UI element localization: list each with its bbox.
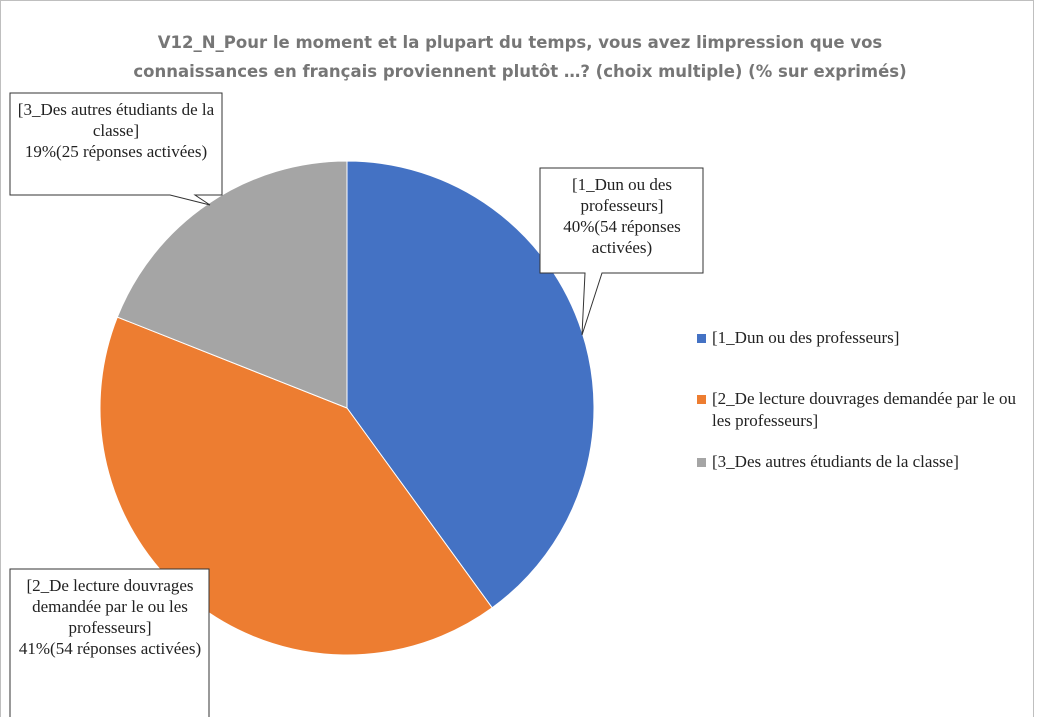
callout: [9, 568, 210, 717]
legend-swatch: [697, 395, 706, 404]
legend-label: [1_Dun ou des professeurs]: [712, 328, 900, 347]
data-label: [3_Des autres étudiants de la classe] 19…: [16, 99, 216, 162]
callout: [539, 167, 704, 336]
legend-swatch: [697, 458, 706, 467]
label-category: [1_Dun ou des professeurs]: [571, 175, 673, 215]
legend-swatch: [697, 334, 706, 343]
legend-label: [2_De lecture douvrages demandée par le …: [712, 389, 1016, 430]
data-label: [2_De lecture douvrages demandée par le …: [16, 575, 204, 659]
data-label: [1_Dun ou des professeurs] 40%(54 répons…: [547, 174, 697, 258]
callout: [9, 92, 223, 206]
label-value: 41%(54 réponses activées): [18, 639, 202, 658]
label-value: 19%(25 réponses activées): [24, 142, 208, 161]
label-value: 40%(54 réponses activées): [563, 217, 681, 257]
chart-title: connaissances en français proviennent pl…: [133, 62, 906, 81]
chart-title: V12_N_Pour le moment et la plupart du te…: [158, 33, 883, 52]
legend-label: [3_Des autres étudiants de la classe]: [712, 452, 959, 471]
label-category: [3_Des autres étudiants de la classe]: [17, 100, 215, 140]
label-category: [2_De lecture douvrages demandée par le …: [26, 576, 194, 637]
